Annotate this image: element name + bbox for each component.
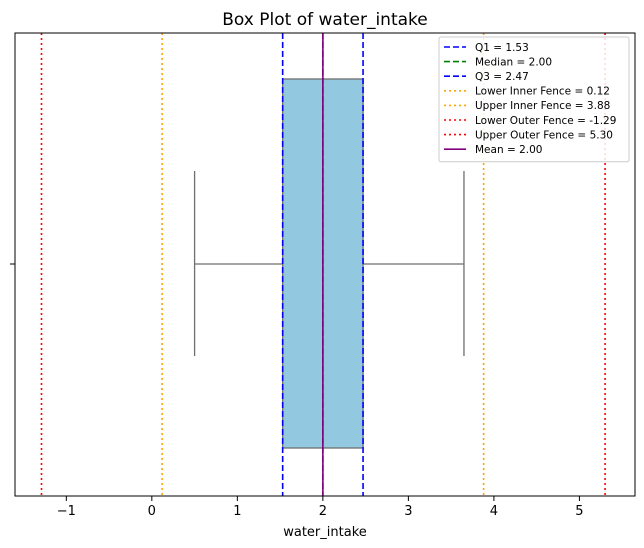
legend-label-6: Lower Outer Fence = -1.29 (475, 115, 616, 127)
x-tick-label-1: 0 (148, 504, 156, 519)
chart-title: Box Plot of water_intake (222, 10, 427, 30)
x-tick-label-3: 2 (319, 504, 327, 519)
legend-label-4: Lower Inner Fence = 0.12 (475, 86, 610, 98)
x-tick-label-2: 1 (233, 504, 241, 519)
legend: Q1 = 1.53 Median = 2.00 Q3 = 2.47 Lower Inn… (438, 36, 630, 163)
x-tick-label-4: 3 (404, 504, 412, 519)
legend-box (438, 36, 630, 163)
x-tick-label-0: −1 (57, 504, 76, 519)
legend-label-2: Median = 2.00 (475, 56, 552, 68)
legend-label-8: Mean = 2.00 (475, 144, 542, 156)
x-tick-label-5: 4 (490, 504, 498, 519)
legend-label-3: Q3 = 2.47 (475, 71, 529, 83)
plot-area: −1 0 1 2 3 4 5 (10, 32, 636, 519)
legend-label-1: Q1 = 1.53 (475, 42, 529, 54)
legend-label-5: Upper Inner Fence = 3.88 (475, 100, 610, 112)
x-axis-label: water_intake (283, 525, 367, 540)
legend-label-7: Upper Outer Fence = 5.30 (475, 129, 613, 141)
x-tick-label-6: 5 (575, 504, 583, 519)
